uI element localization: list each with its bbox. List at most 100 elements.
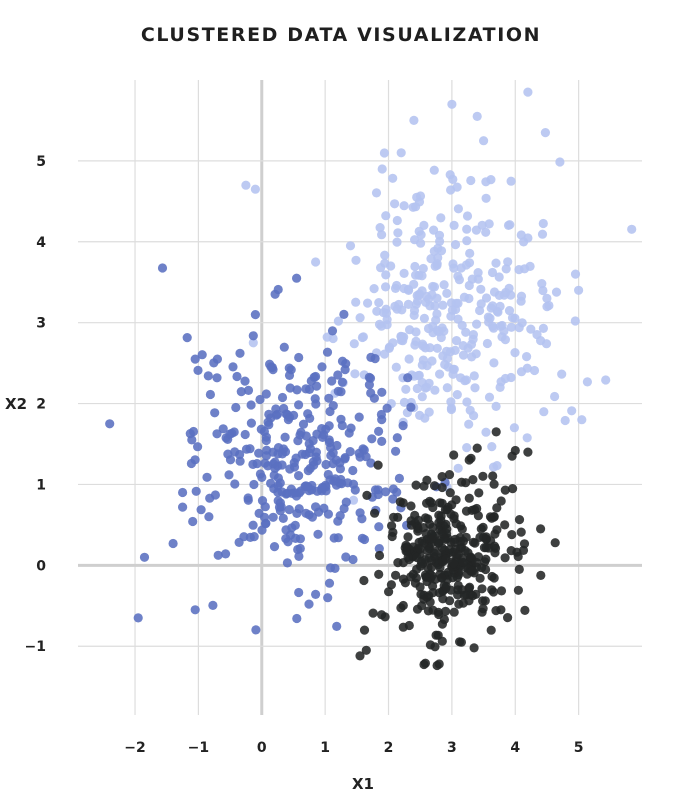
data-point — [477, 220, 487, 230]
data-point — [430, 385, 440, 395]
data-point — [263, 417, 273, 427]
y-axis-label: X2 — [5, 395, 27, 413]
x-tick-label: −2 — [124, 740, 145, 756]
data-point — [293, 544, 303, 555]
data-point — [345, 447, 355, 457]
data-point — [438, 300, 448, 310]
data-point — [567, 406, 577, 416]
data-point — [446, 185, 456, 195]
data-point — [359, 534, 370, 545]
data-point — [321, 459, 331, 470]
data-point — [459, 292, 469, 302]
data-point — [372, 306, 382, 316]
data-point — [373, 485, 383, 495]
data-point — [507, 530, 517, 540]
data-point — [355, 508, 365, 518]
y-tick-label: 0 — [36, 558, 46, 574]
data-point — [536, 570, 546, 581]
data-point — [436, 246, 447, 256]
data-point — [341, 552, 351, 562]
data-point — [193, 365, 203, 375]
data-point — [464, 493, 474, 503]
data-point — [371, 188, 382, 198]
data-point — [406, 402, 416, 412]
data-point — [411, 336, 421, 346]
data-point — [270, 457, 280, 467]
data-point — [349, 339, 359, 349]
data-point — [419, 594, 429, 604]
data-point — [476, 299, 486, 309]
data-point — [461, 260, 471, 270]
data-point — [416, 230, 426, 240]
data-point — [473, 274, 483, 284]
data-point — [190, 455, 200, 465]
data-point — [355, 313, 365, 323]
data-point — [439, 614, 449, 625]
data-point — [185, 429, 195, 439]
data-point — [555, 157, 565, 167]
data-point — [375, 223, 385, 233]
data-point — [451, 336, 462, 346]
data-point — [464, 419, 474, 429]
data-point — [370, 354, 380, 364]
data-point — [453, 580, 463, 591]
data-point — [236, 387, 246, 397]
data-point — [260, 458, 270, 468]
data-point — [336, 387, 346, 397]
data-point — [285, 383, 295, 393]
data-point — [452, 390, 462, 400]
data-point — [491, 401, 501, 411]
data-point — [489, 479, 499, 489]
data-point — [294, 400, 304, 410]
data-point — [473, 268, 483, 278]
data-point — [254, 448, 264, 458]
data-point — [327, 376, 337, 386]
data-point — [466, 453, 476, 463]
data-point — [458, 557, 468, 568]
data-point — [420, 658, 430, 668]
data-point — [449, 263, 459, 273]
data-point — [232, 371, 242, 382]
data-point — [339, 309, 349, 319]
data-point — [351, 255, 361, 265]
y-tick-labels: −1 0 1 2 3 4 5 — [25, 154, 47, 655]
data-point — [536, 524, 546, 534]
data-point — [529, 365, 540, 376]
data-point — [266, 362, 276, 372]
data-point — [359, 625, 370, 635]
data-point — [453, 590, 463, 600]
data-point — [311, 371, 321, 382]
data-point — [261, 389, 271, 399]
data-point — [523, 447, 533, 457]
data-point — [487, 267, 498, 278]
data-point — [333, 370, 343, 380]
data-point — [422, 475, 432, 485]
data-point — [350, 369, 360, 379]
data-point — [416, 556, 426, 567]
data-point — [311, 589, 321, 600]
data-point — [382, 403, 392, 413]
data-point — [245, 444, 255, 454]
data-point — [481, 177, 491, 187]
data-point — [522, 433, 532, 443]
data-point — [332, 621, 342, 632]
x-axis-label: X1 — [352, 775, 374, 793]
data-point — [522, 352, 532, 362]
data-point — [365, 373, 376, 383]
data-point — [376, 263, 386, 273]
data-point — [394, 299, 404, 310]
data-point — [507, 313, 518, 323]
data-point — [507, 451, 517, 461]
data-point — [388, 484, 398, 494]
data-point — [190, 354, 200, 364]
data-point — [322, 332, 332, 342]
data-point — [484, 219, 494, 229]
data-point — [494, 290, 504, 300]
data-point — [478, 604, 488, 614]
data-point — [462, 236, 472, 246]
data-point — [437, 482, 447, 493]
data-point — [474, 488, 484, 498]
data-point — [514, 515, 525, 525]
data-point — [240, 429, 250, 440]
data-point — [453, 204, 463, 214]
